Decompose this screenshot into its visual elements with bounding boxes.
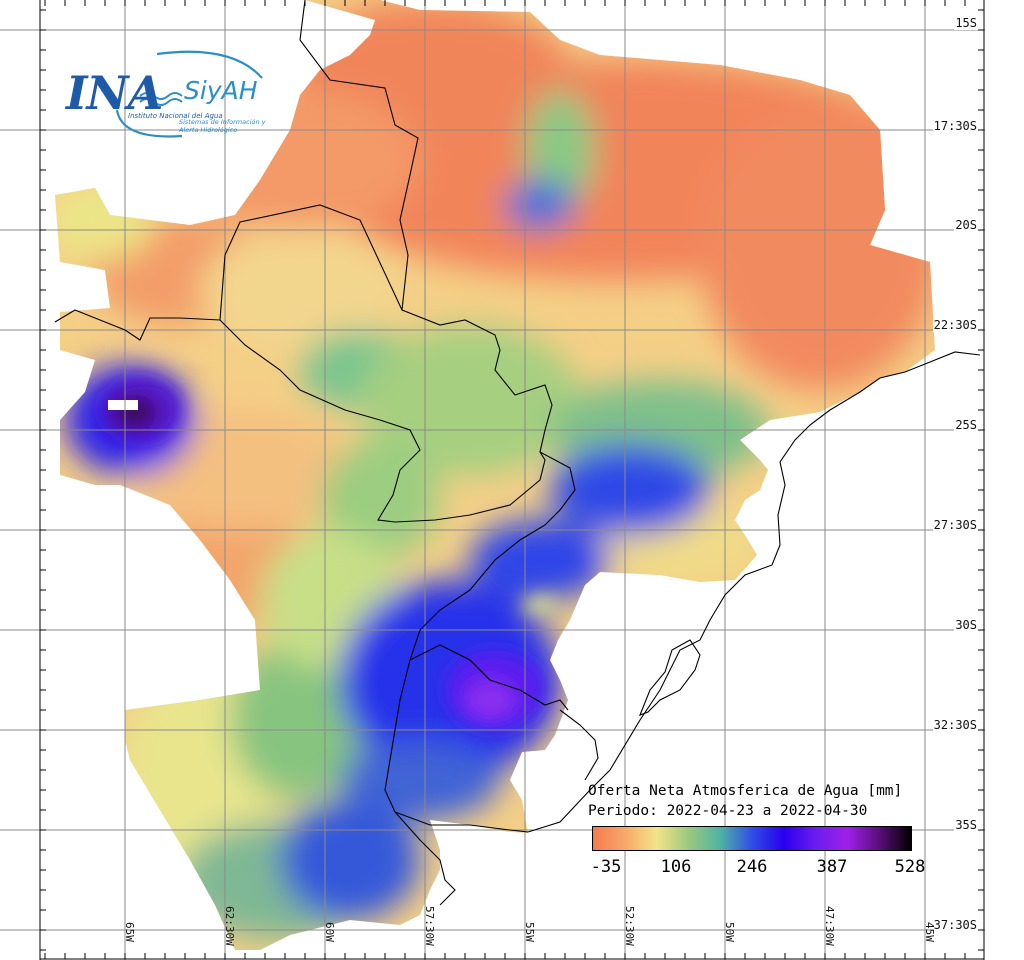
lat-label: 32:30S <box>932 718 978 732</box>
lon-label: 60W <box>323 922 336 942</box>
logo-ina-text: INA <box>66 66 163 120</box>
lat-label: 30S <box>954 618 978 632</box>
lat-label: 27:30S <box>932 518 978 532</box>
colorbar-gradient <box>593 827 911 850</box>
lat-label: 15S <box>954 16 978 30</box>
colorbar-tick-label: 387 <box>816 857 848 877</box>
colorbar-tick-label: 106 <box>660 857 692 877</box>
lon-label: 55W <box>523 922 536 942</box>
frame-ticks <box>39 0 985 960</box>
logo-swoosh <box>115 50 263 138</box>
logo-system-name: Sistemas de Información y Alerta Hidroló… <box>179 118 266 134</box>
legend-variable: Oferta Neta Atmosferica de Agua [mm] <box>588 783 903 799</box>
colorbar-tick-label: 528 <box>894 857 926 877</box>
lon-label: 50W <box>723 922 736 942</box>
lat-label: 20S <box>954 218 978 232</box>
logo-organization: Instituto Nacional del Agua <box>128 112 223 120</box>
lat-label: 22:30S <box>932 318 978 332</box>
lon-label: 47:30W <box>823 906 836 946</box>
lon-label: 62:30W <box>223 906 236 946</box>
lat-label: 17:30S <box>932 119 978 133</box>
lat-label: 37:30S <box>932 918 978 932</box>
colorbar-tick-label: -35 <box>590 857 622 877</box>
lon-label: 57:30W <box>423 906 436 946</box>
logo-siyah-text: SiyAH <box>184 76 258 105</box>
lat-label: 25S <box>954 418 978 432</box>
lat-label: 35S <box>954 818 978 832</box>
boundaries <box>54 0 981 906</box>
colorbar-tick-label: 246 <box>736 857 768 877</box>
ina-siyah-logo: INA SiyAH Instituto Nacional del Agua Si… <box>62 48 277 148</box>
legend-title: Oferta Neta Atmosferica de Agua [mm] Per… <box>588 781 902 821</box>
lon-label: 52:30W <box>623 906 636 946</box>
colorbar <box>592 826 912 851</box>
graticule <box>0 0 985 960</box>
lon-label: 45W <box>923 922 936 942</box>
lon-label: 65W <box>123 922 136 942</box>
legend-period: Periodo: 2022-04-23 a 2022-04-30 <box>588 803 868 819</box>
